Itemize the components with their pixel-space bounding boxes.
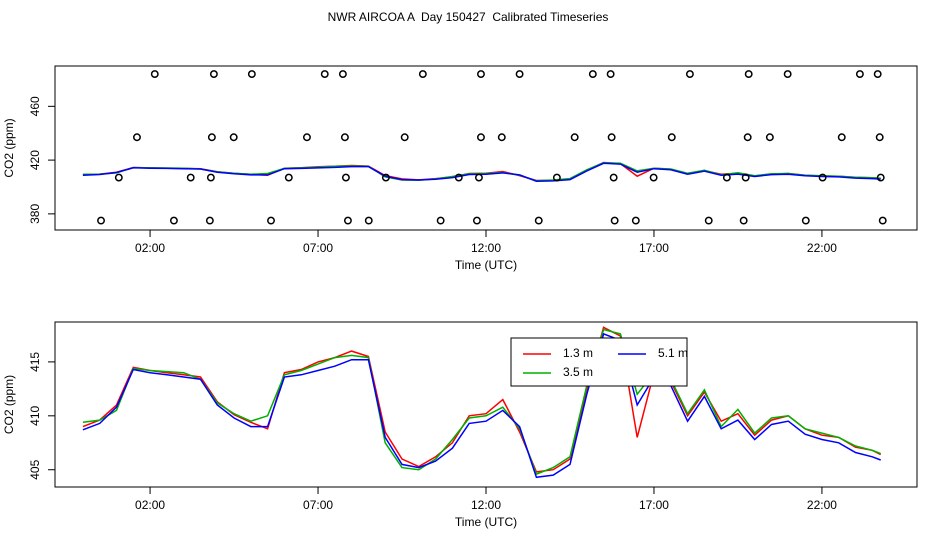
x-tick-label: 07:00	[303, 498, 333, 512]
point	[229, 133, 238, 142]
point	[186, 173, 195, 182]
point	[722, 173, 731, 182]
point	[343, 216, 352, 225]
point	[205, 216, 214, 225]
y-axis-label: CO2 (ppm)	[2, 375, 16, 434]
point	[765, 133, 774, 142]
x-axis-label: Time (UTC)	[455, 515, 517, 529]
point	[837, 133, 846, 142]
point	[739, 216, 748, 225]
point	[474, 173, 483, 182]
plot-frame	[54, 321, 918, 488]
point	[302, 133, 311, 142]
point	[418, 70, 427, 79]
legend-label: 1.3 m	[563, 346, 593, 360]
point	[320, 70, 329, 79]
x-tick-label: 22:00	[807, 241, 837, 255]
plot-frame	[54, 65, 918, 231]
x-tick-label: 22:00	[807, 498, 837, 512]
point	[534, 216, 543, 225]
point	[855, 70, 864, 79]
point	[477, 70, 485, 79]
point	[875, 133, 884, 142]
point	[497, 133, 506, 142]
point	[267, 216, 275, 225]
point	[588, 70, 597, 79]
y-tick-label: 460	[28, 96, 42, 116]
point	[609, 173, 618, 182]
point	[741, 173, 750, 182]
x-axis-label: Time (UTC)	[455, 258, 517, 272]
point	[364, 216, 373, 225]
point	[873, 70, 882, 79]
series-line	[82, 162, 881, 182]
point	[607, 133, 616, 142]
point	[744, 70, 753, 79]
point	[97, 216, 105, 225]
x-tick-label: 02:00	[135, 498, 165, 512]
x-tick-label: 17:00	[639, 241, 669, 255]
point	[133, 133, 141, 142]
point	[340, 133, 349, 142]
point	[338, 70, 347, 79]
point	[207, 133, 216, 142]
point	[631, 216, 640, 225]
point	[704, 216, 713, 225]
point	[381, 173, 390, 182]
y-tick-label: 380	[28, 204, 42, 224]
point	[114, 173, 123, 182]
legend-box	[510, 337, 688, 387]
point	[685, 70, 694, 79]
point	[472, 216, 481, 225]
y-axis-label: CO2 (ppm)	[2, 118, 16, 177]
y-tick-label: 415	[28, 352, 42, 372]
point	[552, 173, 561, 182]
chart-title: NWR AIRCOA A Day 150427 Calibrated Times…	[328, 10, 609, 24]
point	[876, 173, 885, 182]
point	[436, 216, 445, 225]
point	[515, 70, 524, 79]
x-tick-label: 17:00	[639, 498, 669, 512]
series-line	[82, 332, 881, 479]
y-tick-label: 420	[28, 150, 42, 170]
point	[606, 70, 615, 79]
point	[818, 173, 827, 182]
legend-label: 5.1 m	[658, 346, 688, 360]
y-tick-label: 405	[28, 459, 42, 479]
series-line	[82, 328, 881, 476]
point	[284, 173, 293, 182]
point	[878, 216, 887, 225]
point	[247, 70, 256, 79]
point	[169, 216, 178, 225]
legend-label: 3.5 m	[563, 365, 593, 379]
point	[206, 173, 215, 182]
series-line	[82, 326, 882, 473]
point	[649, 173, 658, 182]
point	[454, 173, 463, 182]
x-tick-label: 12:00	[471, 498, 501, 512]
point	[209, 70, 218, 79]
point	[801, 216, 810, 225]
point	[667, 133, 676, 142]
x-tick-label: 12:00	[471, 241, 501, 255]
point	[783, 70, 792, 79]
point	[743, 133, 752, 142]
x-tick-label: 02:00	[135, 241, 165, 255]
point	[610, 216, 619, 225]
point	[150, 70, 159, 79]
y-tick-label: 410	[28, 405, 42, 425]
point	[341, 173, 350, 182]
point	[477, 133, 485, 142]
x-tick-label: 07:00	[303, 241, 333, 255]
point	[570, 133, 579, 142]
point	[400, 133, 409, 142]
